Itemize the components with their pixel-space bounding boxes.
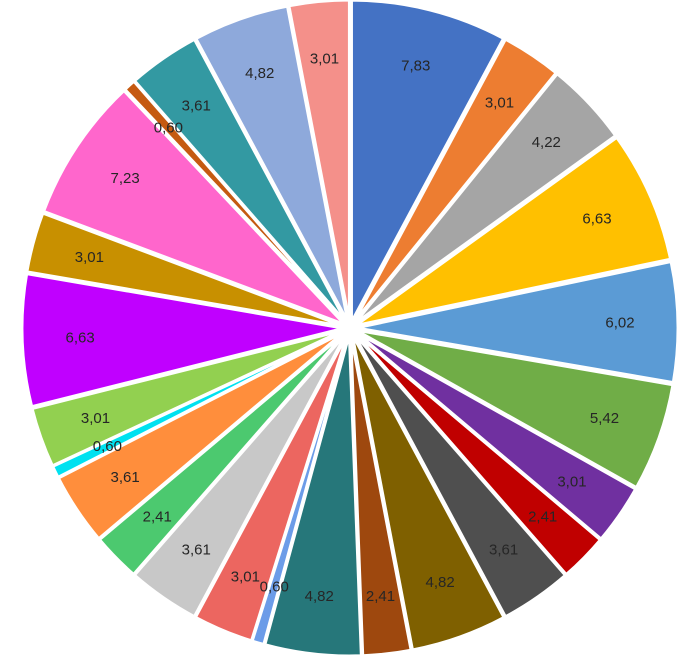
- data-label-19: 3,01: [81, 410, 110, 427]
- data-label-11: 2,41: [366, 588, 395, 605]
- data-label-17: 3,61: [110, 469, 139, 486]
- data-label-14: 3,01: [231, 568, 260, 585]
- data-label-24: 3,61: [182, 97, 211, 114]
- data-label-3: 4,22: [532, 134, 561, 151]
- data-label-5: 6,02: [605, 315, 634, 332]
- data-label-16: 2,41: [143, 509, 172, 526]
- data-label-7: 3,01: [557, 473, 586, 490]
- data-label-20: 6,63: [66, 330, 95, 347]
- data-label-12: 4,82: [305, 588, 334, 605]
- data-label-1: 7,83: [401, 58, 430, 75]
- data-label-9: 3,61: [489, 542, 518, 559]
- data-label-6: 5,42: [590, 410, 619, 427]
- data-label-26: 3,01: [310, 51, 339, 68]
- data-label-13: 0,60: [260, 579, 289, 596]
- data-label-22: 7,23: [111, 170, 140, 187]
- data-label-15: 3,61: [182, 541, 211, 558]
- data-label-21: 3,01: [75, 249, 104, 266]
- data-label-8: 2,41: [528, 509, 557, 526]
- data-label-10: 4,82: [426, 574, 455, 591]
- data-label-23: 0,60: [154, 120, 183, 137]
- data-label-2: 3,01: [485, 95, 514, 112]
- data-label-18: 0,60: [93, 438, 122, 455]
- data-label-25: 4,82: [245, 65, 274, 82]
- data-label-4: 6,63: [582, 210, 611, 227]
- pie-slices: [22, 0, 678, 656]
